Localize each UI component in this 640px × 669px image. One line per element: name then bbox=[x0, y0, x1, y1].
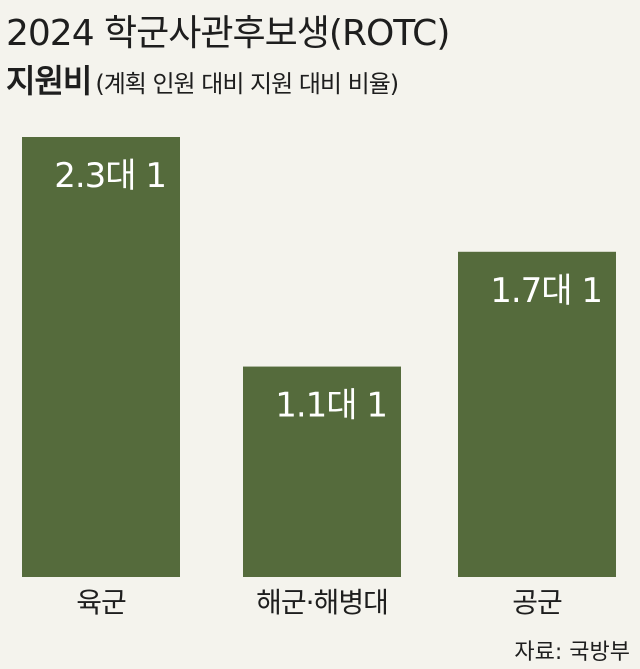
chart-subtitle-line: 지원비 (계획 인원 대비 지원 대비 비율) bbox=[6, 56, 399, 102]
data-label-0: 2.3대 1 bbox=[54, 156, 166, 196]
data-label-2: 1.7대 1 bbox=[490, 271, 602, 311]
bar-0 bbox=[22, 137, 180, 577]
category-label-0: 육군 bbox=[76, 586, 126, 619]
data-label-1: 1.1대 1 bbox=[275, 386, 387, 426]
source-note: 자료: 국방부 bbox=[514, 640, 630, 665]
chart-title-main: 지원비 bbox=[6, 62, 92, 100]
category-label-2: 공군 bbox=[512, 586, 562, 619]
chart-subtitle: (계획 인원 대비 지원 대비 비율) bbox=[95, 70, 399, 98]
chart-title: 2024 학군사관후보생(ROTC) bbox=[6, 13, 450, 54]
category-label-1: 해군·해병대 bbox=[256, 586, 388, 619]
bar-2 bbox=[458, 251, 616, 578]
bar-1 bbox=[243, 366, 401, 577]
